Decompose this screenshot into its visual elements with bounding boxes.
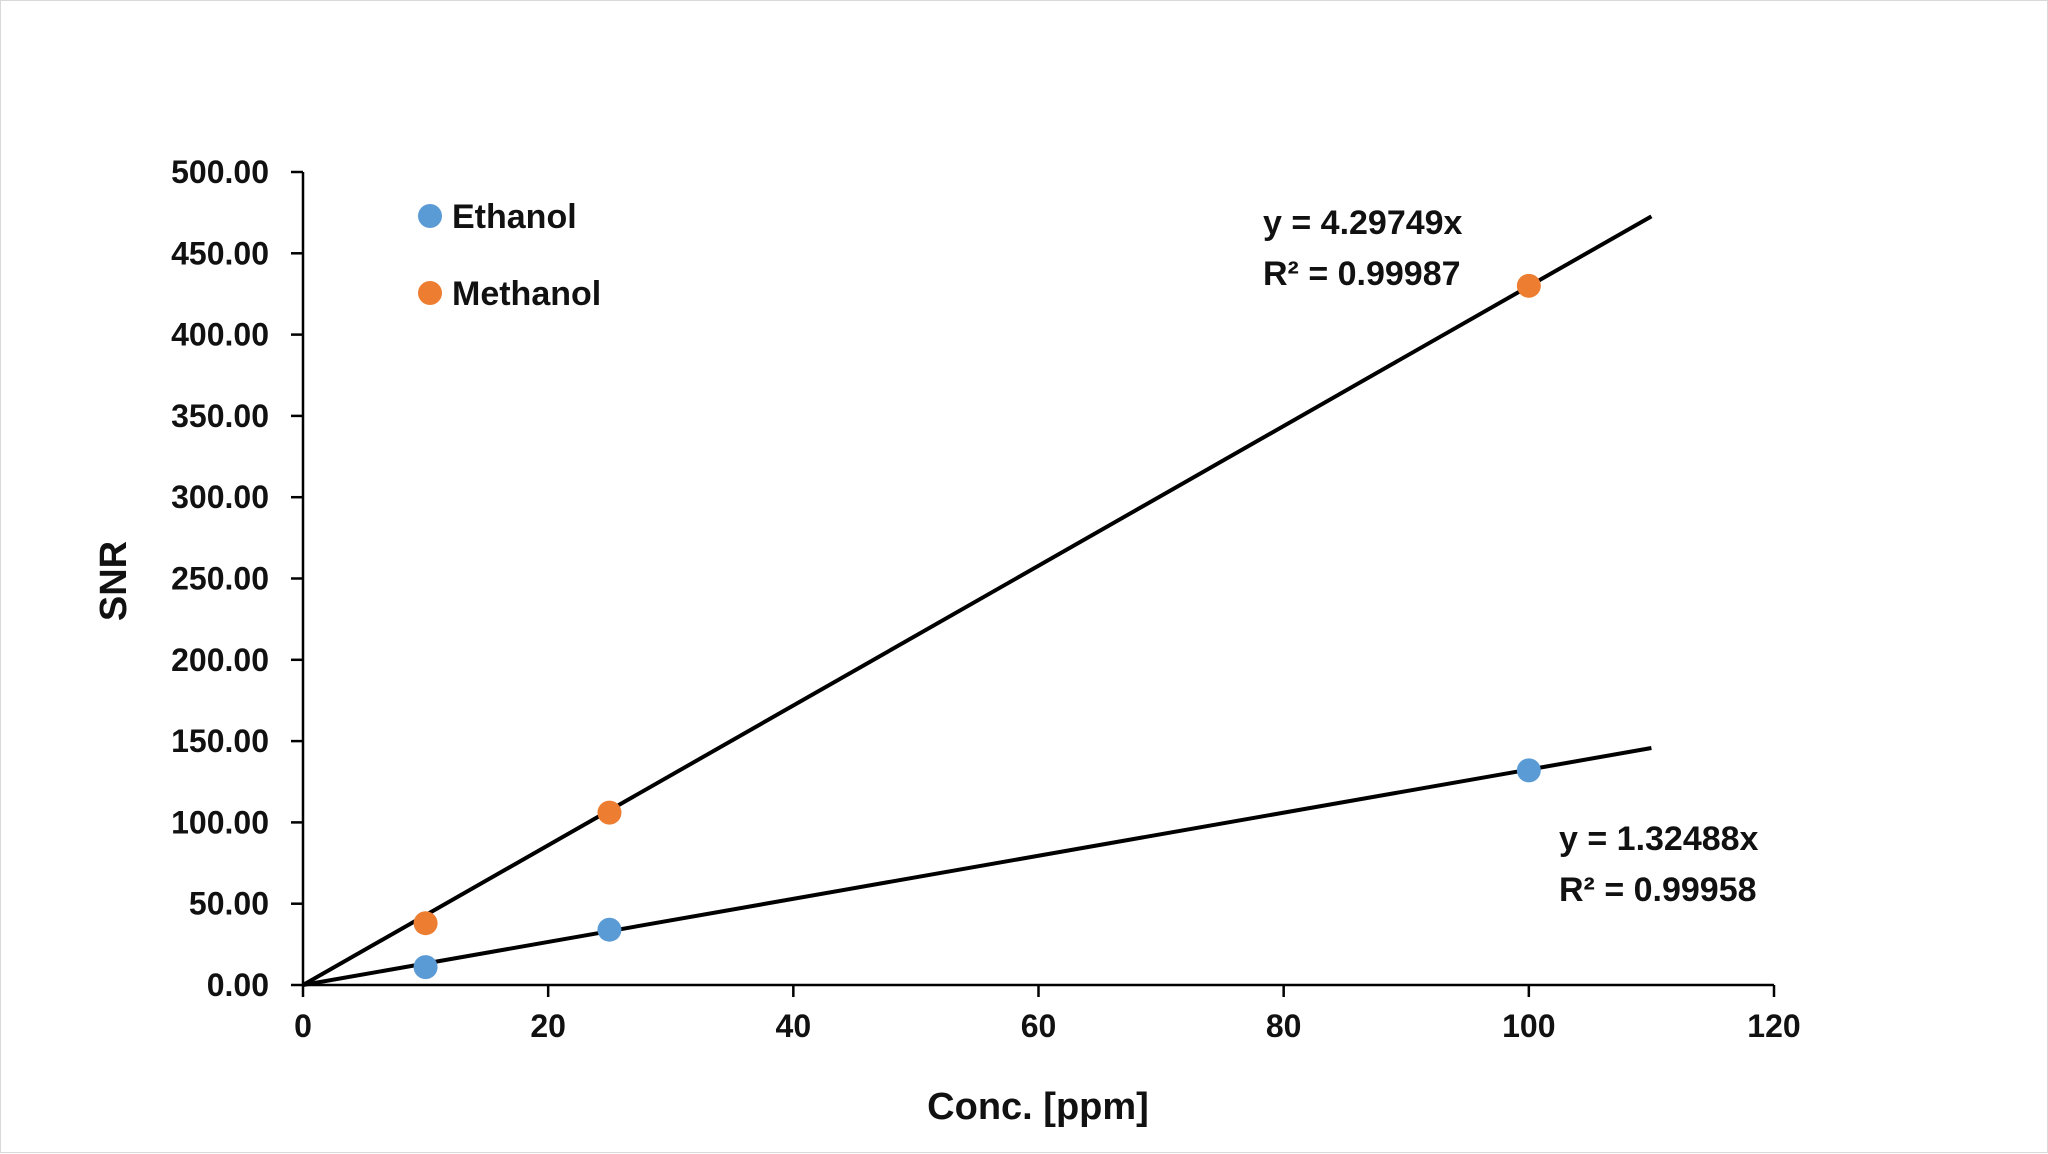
legend-label-methanol: Methanol xyxy=(452,275,601,313)
trendlines xyxy=(302,214,1653,987)
y-tick-label: 50.00 xyxy=(189,886,269,922)
legend-item-methanol: Methanol xyxy=(418,275,601,313)
x-tick-label: 80 xyxy=(1266,1008,1302,1044)
legend-label-ethanol: Ethanol xyxy=(452,198,577,236)
y-tick-label: 0.00 xyxy=(207,967,269,1003)
data-point-ethanol xyxy=(413,955,438,980)
methanol-trend-annotation: y = 4.29749x R² = 0.99987 xyxy=(1263,204,1463,293)
x-tick-label: 40 xyxy=(776,1008,812,1044)
y-tick-label: 250.00 xyxy=(171,561,269,597)
y-tick-label: 450.00 xyxy=(171,235,269,271)
legend-marker-methanol xyxy=(418,281,442,305)
x-tick-label: 120 xyxy=(1747,1008,1800,1044)
legend-marker-ethanol xyxy=(418,204,442,228)
data-point-methanol xyxy=(413,911,438,936)
methanol-equation: y = 4.29749x xyxy=(1263,204,1463,242)
legend-item-ethanol: Ethanol xyxy=(418,198,577,236)
y-tick-label: 500.00 xyxy=(171,154,269,190)
ethanol-equation: y = 1.32488x xyxy=(1559,820,1759,858)
y-tick-label: 300.00 xyxy=(171,479,269,515)
data-point-methanol xyxy=(1516,273,1541,298)
y-tick-label: 400.00 xyxy=(171,317,269,353)
trendline-ethanol xyxy=(302,746,1652,987)
y-tick-label: 200.00 xyxy=(171,642,269,678)
legend: Ethanol Methanol xyxy=(418,198,601,313)
y-tick-label: 100.00 xyxy=(171,804,269,840)
data-point-ethanol xyxy=(1516,758,1541,783)
x-tick-label: 20 xyxy=(530,1008,566,1044)
data-point-methanol xyxy=(597,800,622,825)
y-tick-label: 150.00 xyxy=(171,723,269,759)
ticks: 0.00 50.00 100.00 150.00 200.00 250.00 300.00 3… xyxy=(171,154,1801,1044)
data-point-ethanol xyxy=(597,917,622,942)
x-tick-label: 100 xyxy=(1502,1008,1555,1044)
y-axis-title: SNR xyxy=(93,541,135,621)
methanol-r-squared: R² = 0.99987 xyxy=(1263,255,1461,293)
y-tick-label: 350.00 xyxy=(171,398,269,434)
ethanol-r-squared: R² = 0.99958 xyxy=(1559,871,1757,909)
ethanol-trend-annotation: y = 1.32488x R² = 0.99958 xyxy=(1559,820,1759,909)
x-tick-label: 0 xyxy=(294,1008,312,1044)
x-tick-label: 60 xyxy=(1021,1008,1057,1044)
x-axis-title: Conc. [ppm] xyxy=(927,1086,1149,1128)
data-points xyxy=(413,273,1541,980)
trendline-methanol xyxy=(302,214,1653,987)
